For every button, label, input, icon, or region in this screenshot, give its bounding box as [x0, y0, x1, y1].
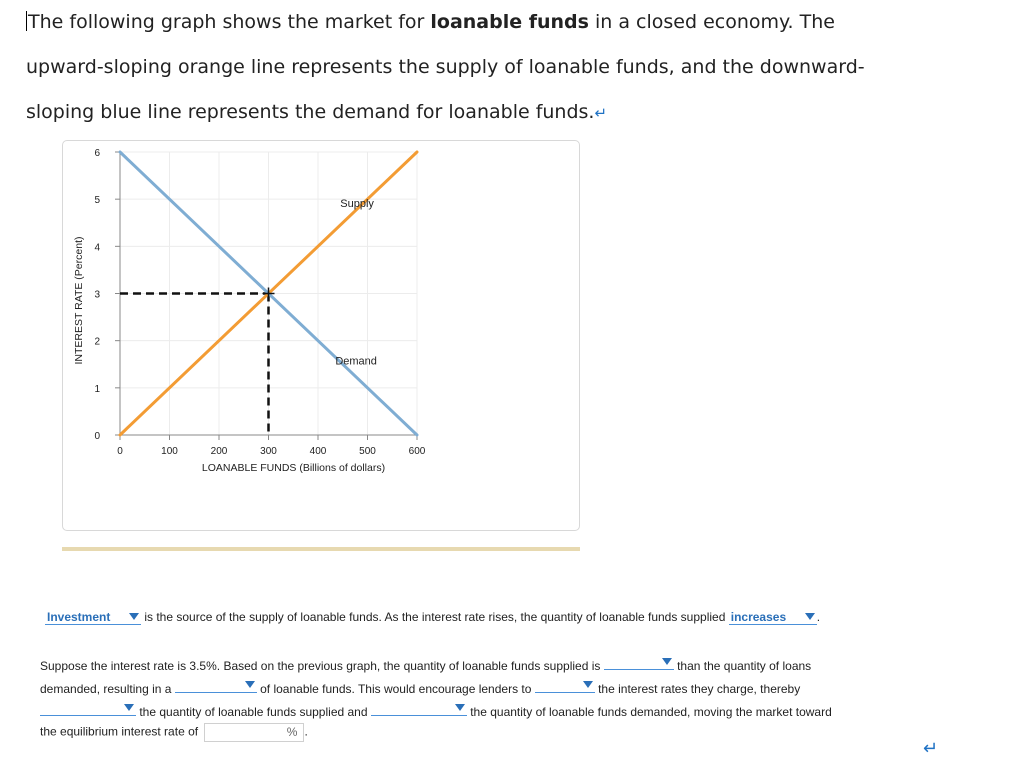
y-tick-label: 6: [94, 148, 100, 159]
question-text-4a: the quantity of loanable funds supplied …: [139, 705, 368, 719]
demand-label: Demand: [335, 355, 377, 367]
y-tick-label: 1: [94, 384, 100, 395]
question-text-3c: the interest rates they charge, thereby: [598, 682, 801, 696]
x-axis-title: LOANABLE FUNDS (Billions of dollars): [202, 462, 385, 474]
period: .: [304, 724, 308, 739]
chevron-down-icon: [582, 681, 593, 688]
surplus-shortage-dropdown[interactable]: [174, 678, 257, 693]
equilibrium-rate-input[interactable]: %: [204, 723, 305, 742]
intro-line1-pre: The following graph shows the market for: [28, 11, 431, 33]
percent-unit: %: [286, 725, 298, 739]
supplied-change-dropdown[interactable]: [40, 701, 136, 716]
intro-text: The following graph shows the market for…: [26, 0, 926, 136]
text-cursor: [26, 11, 27, 31]
section-divider: [62, 547, 580, 551]
question-text-2b: than the quantity of loans: [677, 659, 812, 673]
x-tick-label: 300: [260, 446, 277, 457]
question-text-2a: Suppose the interest rate is 3.5%. Based…: [40, 659, 601, 673]
question-text-1: is the source of the supply of loanable …: [144, 610, 726, 624]
return-arrow-icon: ↵: [594, 104, 608, 122]
y-tick-label: 3: [94, 290, 100, 301]
y-tick-label: 0: [94, 431, 100, 442]
comparison-dropdown[interactable]: [603, 655, 674, 670]
chevron-down-icon: [244, 681, 255, 688]
chart-panel: [62, 140, 580, 531]
intro-line3: sloping blue line represents the demand …: [26, 101, 595, 123]
question-line-4: the quantity of loanable funds supplied …: [40, 701, 832, 719]
lender-action-dropdown[interactable]: [534, 678, 595, 693]
x-tick-label: 600: [409, 446, 426, 457]
chevron-down-icon: [454, 704, 465, 711]
intro-line1-post: in a closed economy. The: [588, 11, 835, 33]
y-tick-label: 4: [94, 242, 100, 253]
return-arrow-icon: ↵: [923, 738, 939, 758]
chevron-down-icon: [124, 704, 134, 711]
question-text-4b: the quantity of loanable funds demanded,…: [470, 705, 832, 719]
y-axis-title: INTEREST RATE (Percent): [73, 237, 85, 365]
source-dropdown[interactable]: Investment: [45, 610, 141, 625]
chevron-down-icon: [804, 613, 815, 620]
chevron-down-icon: [661, 658, 672, 665]
question-line-1: Investment is the source of the supply o…: [45, 610, 820, 625]
supply-change-dropdown[interactable]: increases: [728, 610, 817, 625]
y-tick-label: 2: [94, 337, 100, 348]
supply-label: Supply: [340, 198, 374, 210]
x-tick-label: 400: [310, 446, 327, 457]
period: .: [816, 610, 821, 624]
intro-line2: upward-sloping orange line represents th…: [26, 56, 865, 78]
x-tick-label: 200: [211, 446, 228, 457]
x-tick-label: 500: [359, 446, 376, 457]
question-line-5: the equilibrium interest rate of %.: [40, 723, 308, 742]
question-text-5a: the equilibrium interest rate of: [40, 724, 199, 739]
intro-bold-term: loanable funds: [430, 11, 589, 33]
question-text-3a: demanded, resulting in a: [40, 682, 172, 696]
x-tick-label: 100: [161, 446, 178, 457]
x-tick-label: 0: [117, 446, 123, 457]
question-line-2: Suppose the interest rate is 3.5%. Based…: [40, 655, 811, 673]
question-text-3b: of loanable funds. This would encourage …: [260, 682, 532, 696]
y-tick-label: 5: [94, 195, 100, 206]
question-line-3: demanded, resulting in a of loanable fun…: [40, 678, 800, 696]
demanded-change-dropdown[interactable]: [370, 701, 467, 716]
chevron-down-icon: [129, 613, 139, 620]
